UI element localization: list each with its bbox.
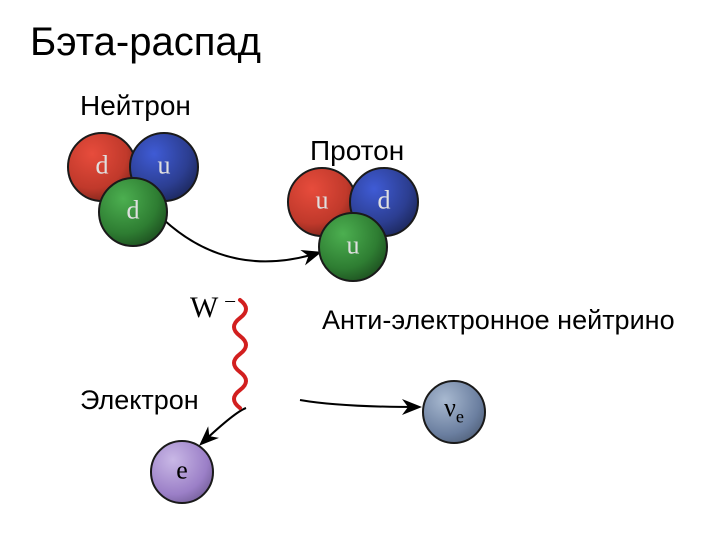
quark-label: u [131, 151, 197, 181]
arrow-1 [202, 408, 246, 443]
electron-particle: e [150, 440, 214, 504]
label-neutron: Нейтрон [80, 90, 191, 122]
w-boson-letter: W [190, 291, 218, 324]
arrow-2 [300, 400, 418, 407]
label-w-boson: W – [190, 290, 235, 325]
diagram-title: Бэта-распад [30, 20, 261, 65]
quark-label: u [320, 231, 386, 261]
quark-label: u [289, 186, 355, 216]
quark-label: d [100, 196, 166, 226]
arrow-0 [164, 220, 318, 261]
label-proton: Протон [310, 135, 404, 167]
electron-label: e [152, 456, 212, 486]
label-electron: Электрон [80, 385, 199, 416]
label-antineutrino: Анти-электронное нейтрино [322, 305, 675, 336]
proton-quark-u: u [318, 212, 388, 282]
quark-label: d [69, 151, 135, 181]
neutrino-particle: νe [422, 380, 486, 444]
quark-label: d [351, 186, 417, 216]
w-boson-sign: – [225, 290, 235, 311]
neutrino-label: νe [424, 393, 484, 427]
neutron-quark-d: d [98, 177, 168, 247]
w-boson-wave [234, 300, 246, 408]
